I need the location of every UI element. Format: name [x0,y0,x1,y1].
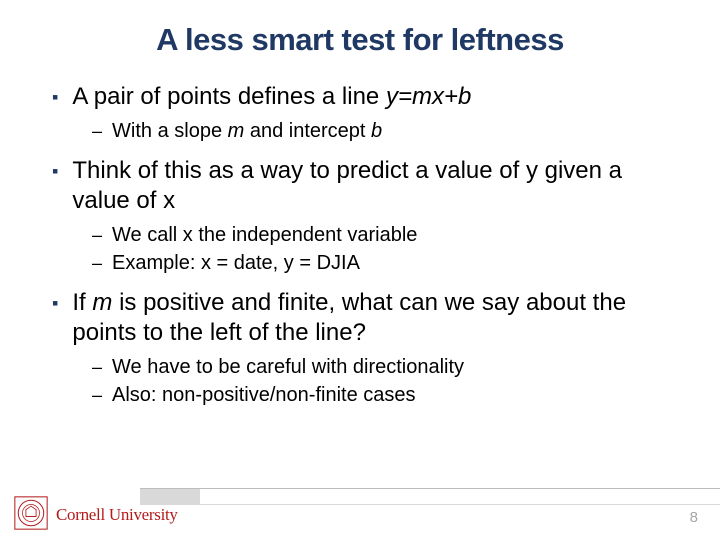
page-number: 8 [690,509,698,526]
slide-title: A less smart test for leftness [40,22,680,58]
bullet-text: A pair of points defines a line y=mx+b [72,82,471,112]
text-run: Think of this as a way to predict a valu… [72,157,622,214]
text-run: y=mx+b [386,83,471,110]
bullet-marker-icon: ▪ [52,156,58,186]
footer-accent-bar [140,489,200,504]
text-run: Also: non-positive/non-finite cases [112,384,416,406]
sub-bullet-text: We have to be careful with directionalit… [112,354,464,380]
bullet-marker-icon: ▪ [52,82,58,112]
sub-bullet-marker-icon: – [92,354,102,380]
text-run: If [72,289,92,316]
text-run: A pair of points defines a line [72,83,386,110]
text-run: and intercept [244,120,371,142]
sub-bullet-item: –We have to be careful with directionali… [92,354,680,380]
text-run: b [371,120,382,142]
bullet-group: ▪ A pair of points defines a line y=mx+b –… [52,82,680,144]
text-run: is positive and finite, what can we say … [72,289,626,346]
sub-bullet-text: With a slope m and intercept b [112,118,382,144]
bullet-marker-icon: ▪ [52,288,58,318]
bullet-item: ▪ A pair of points defines a line y=mx+b [52,82,680,112]
sub-bullet-item: –Also: non-positive/non-finite cases [92,382,680,408]
bullet-group: ▪ If m is positive and finite, what can w… [52,288,680,408]
text-run: Example: x = date, y = DJIA [112,252,360,274]
text-run: With a slope [112,120,228,142]
sub-bullet-marker-icon: – [92,118,102,144]
sub-bullet-marker-icon: – [92,222,102,248]
slide-body: ▪ A pair of points defines a line y=mx+b –… [40,82,680,408]
sub-bullet-text: We call x the independent variable [112,222,417,248]
sub-bullet-text: Also: non-positive/non-finite cases [112,382,416,408]
sub-bullet-item: –With a slope m and intercept b [92,118,680,144]
slide-footer: Cornell University 8 [0,488,720,540]
text-run: m [92,289,112,316]
text-run: m [228,120,245,142]
bullet-item: ▪ Think of this as a way to predict a val… [52,156,680,216]
university-wordmark: Cornell University [56,505,178,525]
bullet-text: Think of this as a way to predict a valu… [72,156,680,216]
sub-bullet-text: Example: x = date, y = DJIA [112,250,360,276]
slide: A less smart test for leftness ▪ A pair o… [0,0,720,540]
bullet-group: ▪ Think of this as a way to predict a val… [52,156,680,276]
sub-bullet-item: –Example: x = date, y = DJIA [92,250,680,276]
bullet-text: If m is positive and finite, what can we… [72,288,680,348]
text-run: We call x the independent variable [112,224,417,246]
footer-rule [140,488,720,489]
sub-bullet-marker-icon: – [92,250,102,276]
bullet-item: ▪ If m is positive and finite, what can w… [52,288,680,348]
sub-bullet-marker-icon: – [92,382,102,408]
university-seal-icon [14,496,48,530]
sub-bullet-item: –We call x the independent variable [92,222,680,248]
text-run: We have to be careful with directionalit… [112,356,464,378]
footer-rule-lower [140,504,720,505]
